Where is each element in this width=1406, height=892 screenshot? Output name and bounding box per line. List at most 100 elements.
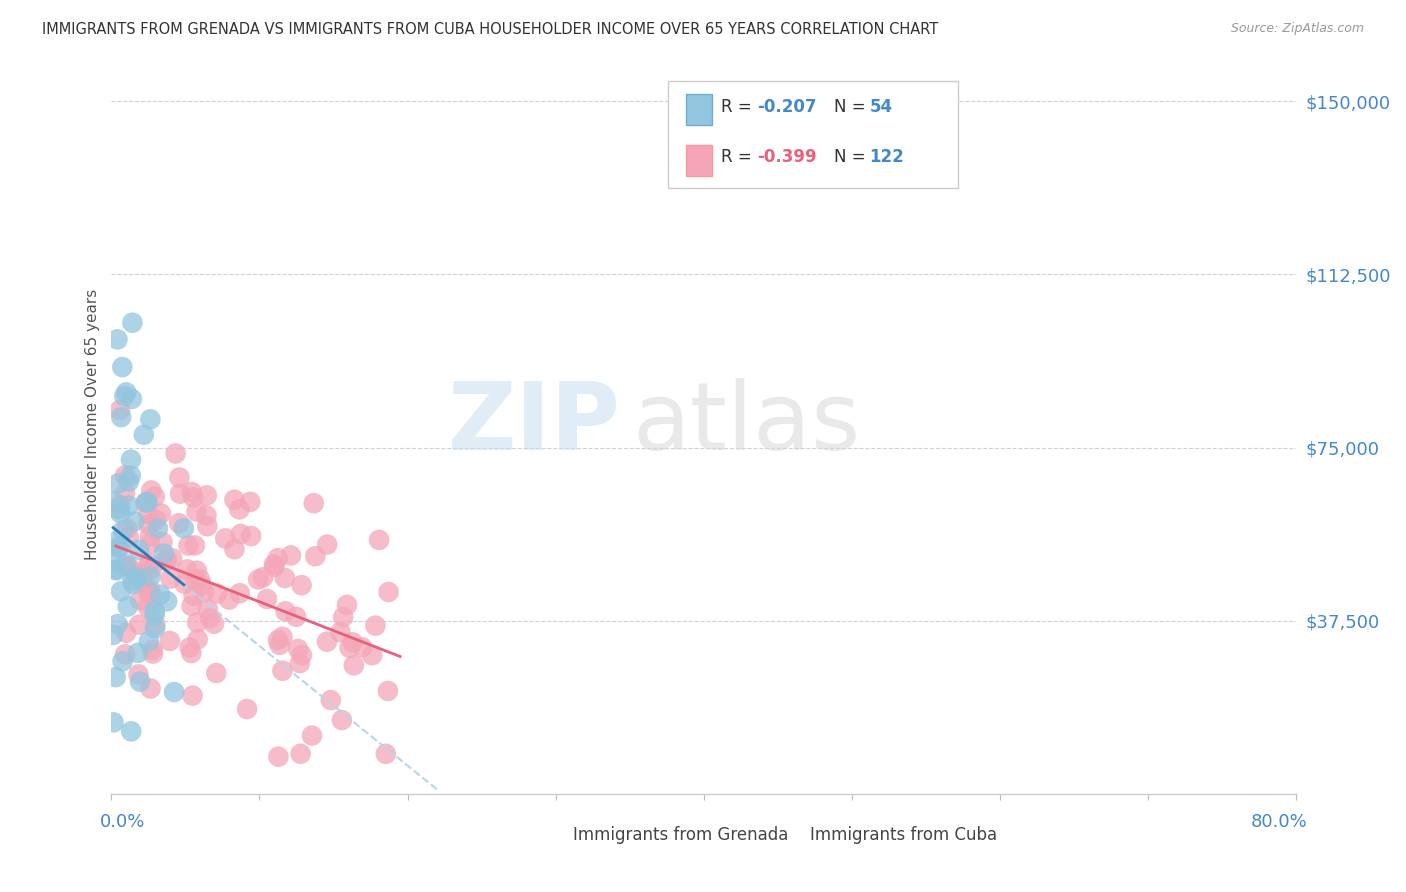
Point xyxy=(193,585,215,599)
Point xyxy=(135,495,157,509)
Point xyxy=(111,359,134,374)
Point xyxy=(186,504,208,518)
Point xyxy=(112,523,135,537)
Point xyxy=(224,542,246,557)
Point xyxy=(108,403,131,417)
Point xyxy=(138,557,160,571)
Point xyxy=(125,570,148,584)
Point xyxy=(316,634,339,648)
Text: 80.0%: 80.0% xyxy=(1251,814,1308,831)
Point xyxy=(186,564,208,578)
Point xyxy=(188,572,211,586)
Point xyxy=(122,577,145,591)
Point xyxy=(214,532,236,546)
Point xyxy=(138,517,160,532)
Point xyxy=(136,599,159,614)
Point xyxy=(263,560,285,574)
Point xyxy=(271,630,294,644)
Point xyxy=(142,647,165,661)
Point xyxy=(377,585,399,599)
Point xyxy=(301,729,323,743)
Point xyxy=(127,646,149,660)
Text: Source: ZipAtlas.com: Source: ZipAtlas.com xyxy=(1230,22,1364,36)
Point xyxy=(118,559,141,574)
Point xyxy=(160,551,183,566)
Point xyxy=(336,598,359,612)
Point xyxy=(138,586,160,600)
Point xyxy=(136,495,159,509)
Point xyxy=(167,516,190,531)
Point xyxy=(108,539,131,553)
Point xyxy=(368,533,391,547)
Point xyxy=(104,670,127,684)
Point xyxy=(267,632,290,647)
Point xyxy=(115,522,138,536)
Point xyxy=(107,476,129,491)
Text: 122: 122 xyxy=(869,148,904,166)
Point xyxy=(184,538,207,552)
Point xyxy=(139,569,162,583)
Point xyxy=(141,642,163,657)
Point xyxy=(239,495,262,509)
Point xyxy=(252,570,274,584)
Text: Immigrants from Grenada: Immigrants from Grenada xyxy=(574,826,789,844)
Point xyxy=(197,602,219,616)
Point xyxy=(186,615,208,630)
Point xyxy=(145,513,167,527)
Point xyxy=(115,625,138,640)
Point xyxy=(125,572,148,586)
Point xyxy=(247,573,270,587)
FancyBboxPatch shape xyxy=(686,145,711,176)
Point xyxy=(118,531,141,545)
Text: Immigrants from Cuba: Immigrants from Cuba xyxy=(810,826,997,844)
Point xyxy=(229,586,252,600)
Point xyxy=(121,574,143,588)
Point xyxy=(330,713,353,727)
Point xyxy=(141,483,163,498)
Text: -0.207: -0.207 xyxy=(756,98,817,116)
Point xyxy=(129,593,152,607)
Point xyxy=(169,470,191,484)
Point xyxy=(343,658,366,673)
Point xyxy=(186,574,208,589)
Point xyxy=(118,475,141,489)
Point xyxy=(339,640,361,655)
Point xyxy=(165,446,187,460)
Point xyxy=(288,656,311,670)
Text: R =: R = xyxy=(721,148,758,166)
Point xyxy=(274,604,297,618)
Point xyxy=(110,584,132,599)
Point xyxy=(146,521,169,535)
Point xyxy=(240,529,263,543)
Point xyxy=(153,546,176,560)
Point xyxy=(104,563,127,577)
Point xyxy=(120,468,142,483)
Point xyxy=(228,502,250,516)
Point xyxy=(138,559,160,574)
Point xyxy=(136,507,159,521)
Point xyxy=(263,558,285,572)
Point xyxy=(117,599,139,614)
Point xyxy=(332,610,354,624)
Point xyxy=(115,385,138,400)
Point xyxy=(269,638,291,652)
Point xyxy=(118,499,141,513)
Point xyxy=(181,491,204,505)
Point xyxy=(156,594,179,608)
Point xyxy=(120,452,142,467)
Point xyxy=(236,702,259,716)
Point xyxy=(329,625,352,640)
Point xyxy=(103,715,125,730)
Point xyxy=(195,508,218,523)
Point xyxy=(205,666,228,681)
Point xyxy=(124,566,146,580)
Point xyxy=(101,628,124,642)
Point xyxy=(128,617,150,632)
Point xyxy=(280,549,302,563)
Point xyxy=(267,551,290,566)
Point xyxy=(145,618,167,632)
Point xyxy=(139,529,162,543)
Point xyxy=(159,572,181,586)
Y-axis label: Householder Income Over 65 years: Householder Income Over 65 years xyxy=(86,289,100,560)
Point xyxy=(134,496,156,510)
